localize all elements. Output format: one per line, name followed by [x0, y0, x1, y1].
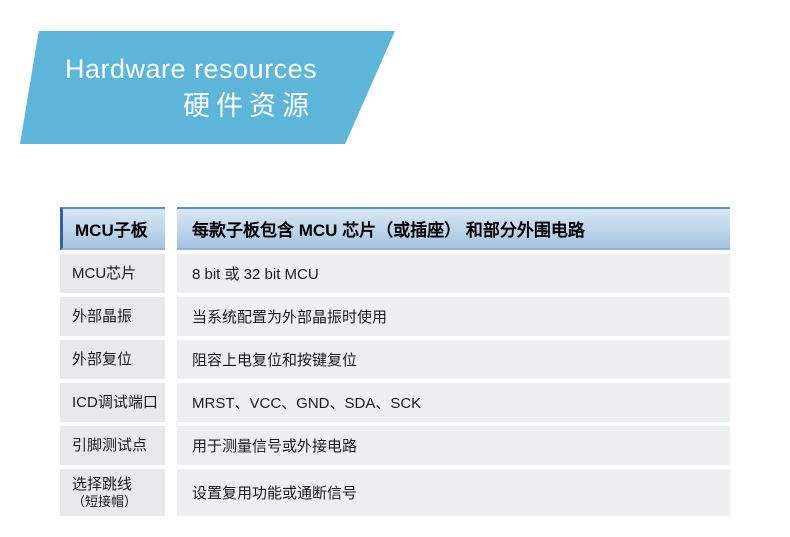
table-header-row: MCU子板 每款子板包含 MCU 芯片（或插座） 和部分外围电路 — [60, 207, 730, 250]
banner-title-zh: 硬件资源 — [183, 91, 315, 121]
row-description: 设置复用功能或通断信号 — [177, 469, 730, 516]
title-banner: Hardware resources 硬件资源 — [20, 31, 395, 144]
row-label: 选择跳线 — [72, 475, 133, 493]
row-label: ICD调试端口 — [72, 393, 158, 411]
row-description: 8 bit 或 32 bit MCU — [177, 254, 730, 293]
table-row: 外部晶振 当系统配置为外部晶振时使用 — [60, 297, 730, 336]
table-row: 外部复位 阻容上电复位和按键复位 — [60, 340, 730, 379]
banner-title-en: Hardware resources — [65, 54, 318, 84]
hardware-resources-table: MCU子板 每款子板包含 MCU 芯片（或插座） 和部分外围电路 MCU芯片 8… — [60, 207, 730, 520]
row-label: 外部晶振 — [72, 307, 133, 325]
row-description: MRST、VCC、GND、SDA、SCK — [177, 383, 730, 422]
row-description: 用于测量信号或外接电路 — [177, 426, 730, 465]
table-row: ICD调试端口 MRST、VCC、GND、SDA、SCK — [60, 383, 730, 422]
table-row: MCU芯片 8 bit 或 32 bit MCU — [60, 254, 730, 293]
row-description: 阻容上电复位和按键复位 — [177, 340, 730, 379]
row-label: 引脚测试点 — [72, 436, 148, 454]
table-row: 引脚测试点 用于测量信号或外接电路 — [60, 426, 730, 465]
row-label: 外部复位 — [72, 350, 133, 368]
header-description: 每款子板包含 MCU 芯片（或插座） 和部分外围电路 — [177, 207, 730, 250]
table-row: 选择跳线 （短接帽） 设置复用功能或通断信号 — [60, 469, 730, 516]
row-label: MCU芯片 — [72, 264, 137, 282]
header-label: MCU子板 — [60, 207, 165, 250]
row-description: 当系统配置为外部晶振时使用 — [177, 297, 730, 336]
row-label-sub: （短接帽） — [72, 493, 138, 509]
